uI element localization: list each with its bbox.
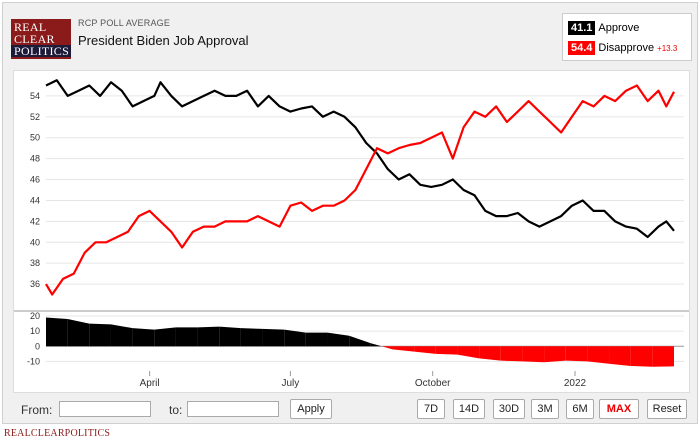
spread-bar: [609, 346, 631, 366]
spread-y-tick-label: 20: [30, 311, 40, 321]
spread-bar: [219, 326, 241, 347]
legend-disapprove[interactable]: 54.4 Disapprove +13.3: [568, 41, 677, 55]
disapprove-value: 54.4: [568, 41, 596, 55]
y-tick-label: 36: [30, 279, 40, 289]
range-14d-button[interactable]: 14D: [453, 399, 485, 419]
reset-button[interactable]: Reset: [647, 399, 687, 419]
series-lines: [45, 79, 675, 296]
range-controls: From: to: Apply 7D 14D 30D 3M 6M MAX Res…: [3, 395, 697, 423]
spread-value: +13.3: [657, 44, 678, 53]
spread-bar: [565, 346, 588, 362]
chart-kicker: RCP POLL AVERAGE: [78, 18, 171, 28]
y-tick-label: 54: [30, 91, 40, 101]
x-tick-label: July: [281, 378, 299, 389]
from-date-input[interactable]: [59, 401, 151, 417]
x-tick-label: 2022: [564, 378, 587, 389]
spread-bar: [110, 324, 133, 347]
y-tick-label: 50: [30, 133, 40, 143]
y-tick-label: 40: [30, 237, 40, 247]
main-grid: [14, 95, 689, 312]
logo-line-2: CLEAR: [14, 32, 55, 46]
spread-y-tick-label: 10: [30, 326, 40, 336]
spread-bar: [327, 332, 350, 347]
x-tick-label: April: [140, 378, 160, 389]
chart-svg: 36 38 40 42 44 46 48 50 52 54 20 10 0 -10 April July Oc…: [14, 79, 689, 389]
spread-bar: [262, 328, 285, 347]
y-tick-labels: 36 38 40 42 44 46 48 50 52 54 20 10 0 -10: [27, 91, 40, 367]
spread-bar: [500, 346, 523, 362]
approve-value: 41.1: [568, 21, 596, 35]
spread-bar: [435, 346, 458, 355]
spread-bar: [349, 335, 371, 347]
spread-bar: [522, 346, 545, 363]
spread-bar: [284, 329, 306, 347]
from-label: From:: [21, 403, 53, 417]
spread-bar: [154, 327, 176, 347]
y-tick-label: 38: [30, 258, 40, 268]
range-6m-button[interactable]: 6M: [566, 399, 594, 419]
logo-line-3: POLITICS: [11, 45, 71, 57]
range-3m-button[interactable]: 3M: [531, 399, 559, 419]
series-line-approve: [45, 79, 675, 239]
logo-line-1: REAL: [14, 20, 47, 34]
x-tick-labels: April July October 2022: [140, 371, 587, 389]
chart-widget: REAL CLEAR POLITICS RCP POLL AVERAGE Pre…: [2, 2, 698, 424]
approve-label: Approve: [598, 22, 640, 34]
spread-bar: [630, 346, 653, 367]
footer-brand: REALCLEARPOLITICS: [4, 428, 111, 439]
y-tick-label: 42: [30, 216, 40, 226]
range-max-button[interactable]: MAX: [599, 399, 639, 419]
y-tick-label: 52: [30, 112, 40, 122]
range-30d-button[interactable]: 30D: [493, 399, 525, 419]
plot-area[interactable]: 36 38 40 42 44 46 48 50 52 54 20 10 0 -10 April July Oc…: [13, 70, 690, 393]
spread-bar: [544, 346, 566, 363]
spread-y-tick-label: -10: [27, 356, 40, 366]
spread-bar: [46, 317, 68, 347]
y-tick-label: 44: [30, 195, 40, 205]
spread-bar: [414, 346, 436, 354]
apply-button[interactable]: Apply: [290, 399, 332, 419]
to-date-input[interactable]: [187, 401, 279, 417]
rcp-logo: REAL CLEAR POLITICS: [11, 19, 71, 59]
spread-bar: [305, 332, 328, 347]
spread-bar: [392, 346, 415, 352]
spread-bar: [457, 346, 480, 359]
legend: 41.1 Approve 54.4 Disapprove +13.3: [562, 13, 692, 61]
spread-bar: [132, 328, 155, 347]
spread-bar: [240, 328, 263, 347]
range-7d-button[interactable]: 7D: [417, 399, 445, 419]
x-tick-label: October: [415, 378, 451, 389]
spread-y-tick-label: 0: [35, 341, 40, 351]
disapprove-label: Disapprove: [598, 42, 655, 54]
y-tick-label: 46: [30, 175, 40, 185]
legend-approve[interactable]: 41.1 Approve: [568, 21, 639, 35]
spread-bar: [587, 346, 610, 364]
to-label: to:: [169, 403, 183, 417]
spread-area: [46, 317, 674, 367]
series-line-disapprove: [45, 84, 675, 296]
spread-bar: [652, 346, 674, 367]
spread-bar: [89, 323, 111, 347]
spread-bar: [197, 326, 220, 347]
spread-bar: [370, 343, 382, 347]
chart-header: REAL CLEAR POLITICS RCP POLL AVERAGE Pre…: [3, 3, 697, 69]
spread-bar: [67, 319, 90, 347]
chart-title: President Biden Job Approval: [78, 33, 249, 48]
spread-bar: [175, 327, 198, 347]
y-tick-label: 48: [30, 154, 40, 164]
spread-bar: [479, 346, 501, 361]
spread-bar: [381, 346, 393, 350]
